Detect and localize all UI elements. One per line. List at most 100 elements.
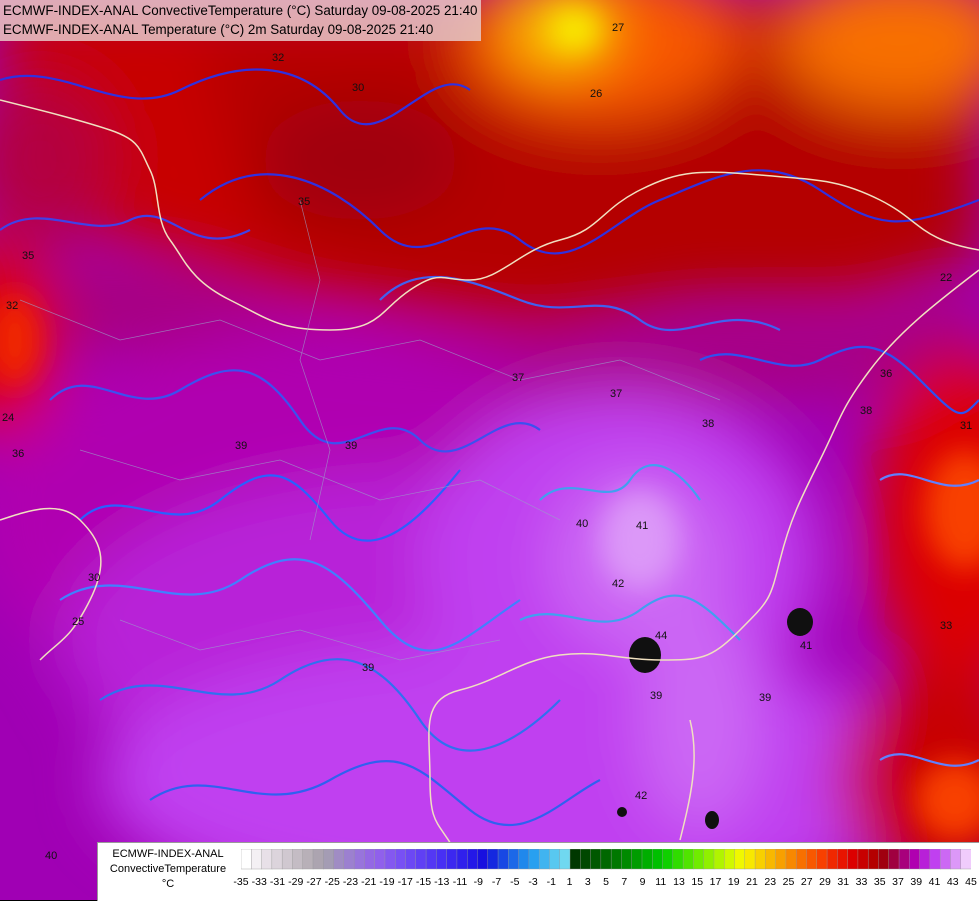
title-box: ECMWF-INDEX-ANAL ConvectiveTemperature (…: [0, 0, 482, 41]
legend-swatch: [662, 849, 674, 870]
legend-color-bar: [241, 849, 971, 870]
legend-swatch: [353, 849, 365, 870]
legend-caption: ECMWF-INDEX-ANAL ConvectiveTemperature °…: [98, 847, 238, 892]
legend-swatch: [538, 849, 550, 870]
legend-tick-label: 9: [639, 876, 646, 888]
legend-tick-label: 5: [603, 876, 609, 888]
legend-swatch: [508, 849, 520, 870]
legend-tick-label: -19: [379, 876, 395, 888]
legend-swatch: [487, 849, 499, 870]
legend-swatch: [446, 849, 458, 870]
legend-swatch: [302, 849, 314, 870]
legend-tick-label: -13: [434, 876, 450, 888]
legend-tick-label: 25: [782, 876, 795, 888]
legend-swatch: [415, 849, 427, 870]
legend-swatch: [251, 849, 263, 870]
legend-tick-label: 17: [709, 876, 722, 888]
color-legend: ECMWF-INDEX-ANAL ConvectiveTemperature °…: [97, 842, 979, 901]
legend-swatch: [826, 849, 838, 870]
legend-swatch: [857, 849, 869, 870]
legend-tick-label: 29: [819, 876, 831, 888]
legend-tick-label: -7: [491, 876, 502, 888]
legend-tick-label: 13: [673, 876, 685, 888]
legend-swatch: [867, 849, 879, 870]
legend-swatch: [847, 849, 859, 870]
legend-swatch: [796, 849, 807, 870]
legend-swatch: [672, 849, 684, 870]
borders: [0, 99, 979, 861]
legend-swatch: [837, 849, 849, 870]
legend-swatch: [590, 849, 602, 870]
legend-swatch: [323, 849, 335, 870]
legend-swatch: [271, 849, 283, 870]
legend-tick-label: 37: [892, 876, 904, 888]
legend-swatch: [549, 849, 561, 870]
legend-swatch: [559, 849, 571, 870]
legend-swatch: [621, 849, 633, 870]
legend-swatch: [241, 849, 252, 870]
legend-swatch: [898, 849, 910, 870]
legend-swatch: [909, 849, 921, 870]
legend-swatch: [724, 849, 736, 870]
title-line-1: ECMWF-INDEX-ANAL ConvectiveTemperature (…: [3, 3, 478, 18]
legend-tick-label: 11: [655, 876, 667, 888]
legend-tick-label: -35: [233, 876, 249, 888]
legend-swatch: [456, 849, 468, 870]
legend-unit: °C: [161, 878, 175, 890]
legend-swatch: [682, 849, 694, 870]
legend-swatch: [292, 849, 304, 870]
roads: [19, 199, 721, 661]
legend-tick-label: 43: [946, 876, 959, 888]
legend-swatch: [693, 849, 705, 870]
legend-swatch: [713, 849, 725, 870]
legend-tick-label: -9: [473, 876, 483, 888]
legend-tick-label: -25: [324, 876, 340, 888]
title-line-2: ECMWF-INDEX-ANAL Temperature (°C) 2m Sat…: [3, 22, 434, 37]
legend-swatch: [333, 849, 345, 870]
legend-tick-label: 45: [965, 876, 977, 888]
legend-tick-label: -21: [361, 876, 377, 888]
legend-swatch: [806, 849, 818, 870]
legend-swatch: [754, 849, 766, 870]
legend-swatch: [312, 849, 324, 870]
legend-tick-label: -33: [251, 876, 267, 888]
legend-swatch: [765, 849, 777, 870]
legend-swatch: [939, 849, 951, 870]
legend-tick-label: -11: [452, 876, 468, 888]
legend-tick-label: -29: [288, 876, 304, 888]
legend-swatch: [281, 849, 293, 870]
legend-swatch: [641, 849, 653, 870]
legend-swatch: [374, 849, 386, 870]
legend-tick-label: 39: [910, 876, 923, 888]
legend-swatch: [395, 849, 407, 870]
legend-swatch: [384, 849, 396, 870]
legend-swatch: [580, 849, 592, 870]
legend-swatch: [405, 849, 417, 870]
legend-swatch: [343, 849, 355, 870]
legend-tick-label: 35: [873, 876, 886, 888]
legend-swatch: [569, 849, 581, 870]
legend-tick-label: 1: [566, 876, 573, 888]
legend-tick-label: -3: [528, 876, 538, 888]
legend-swatch: [734, 849, 746, 870]
legend-tick-label: 21: [746, 876, 758, 888]
legend-swatch: [919, 849, 931, 870]
legend-swatch: [600, 849, 612, 870]
legend-swatch: [425, 849, 437, 870]
legend-tick-label: -31: [269, 876, 286, 888]
legend-swatch: [775, 849, 787, 870]
legend-swatch: [816, 849, 828, 870]
legend-tick-label: -27: [306, 876, 322, 888]
legend-tick-label: -23: [342, 876, 359, 888]
legend-tick-label: 31: [837, 876, 850, 888]
legend-swatch: [610, 849, 622, 870]
legend-swatch: [950, 849, 962, 870]
legend-tick-label: 33: [855, 876, 868, 888]
legend-tick-label: -5: [510, 876, 520, 888]
legend-swatch: [518, 849, 530, 870]
legend-swatch: [497, 849, 509, 870]
legend-swatch: [703, 849, 715, 870]
legend-tick-label: 19: [727, 876, 740, 888]
legend-tick-label: 41: [928, 876, 941, 888]
